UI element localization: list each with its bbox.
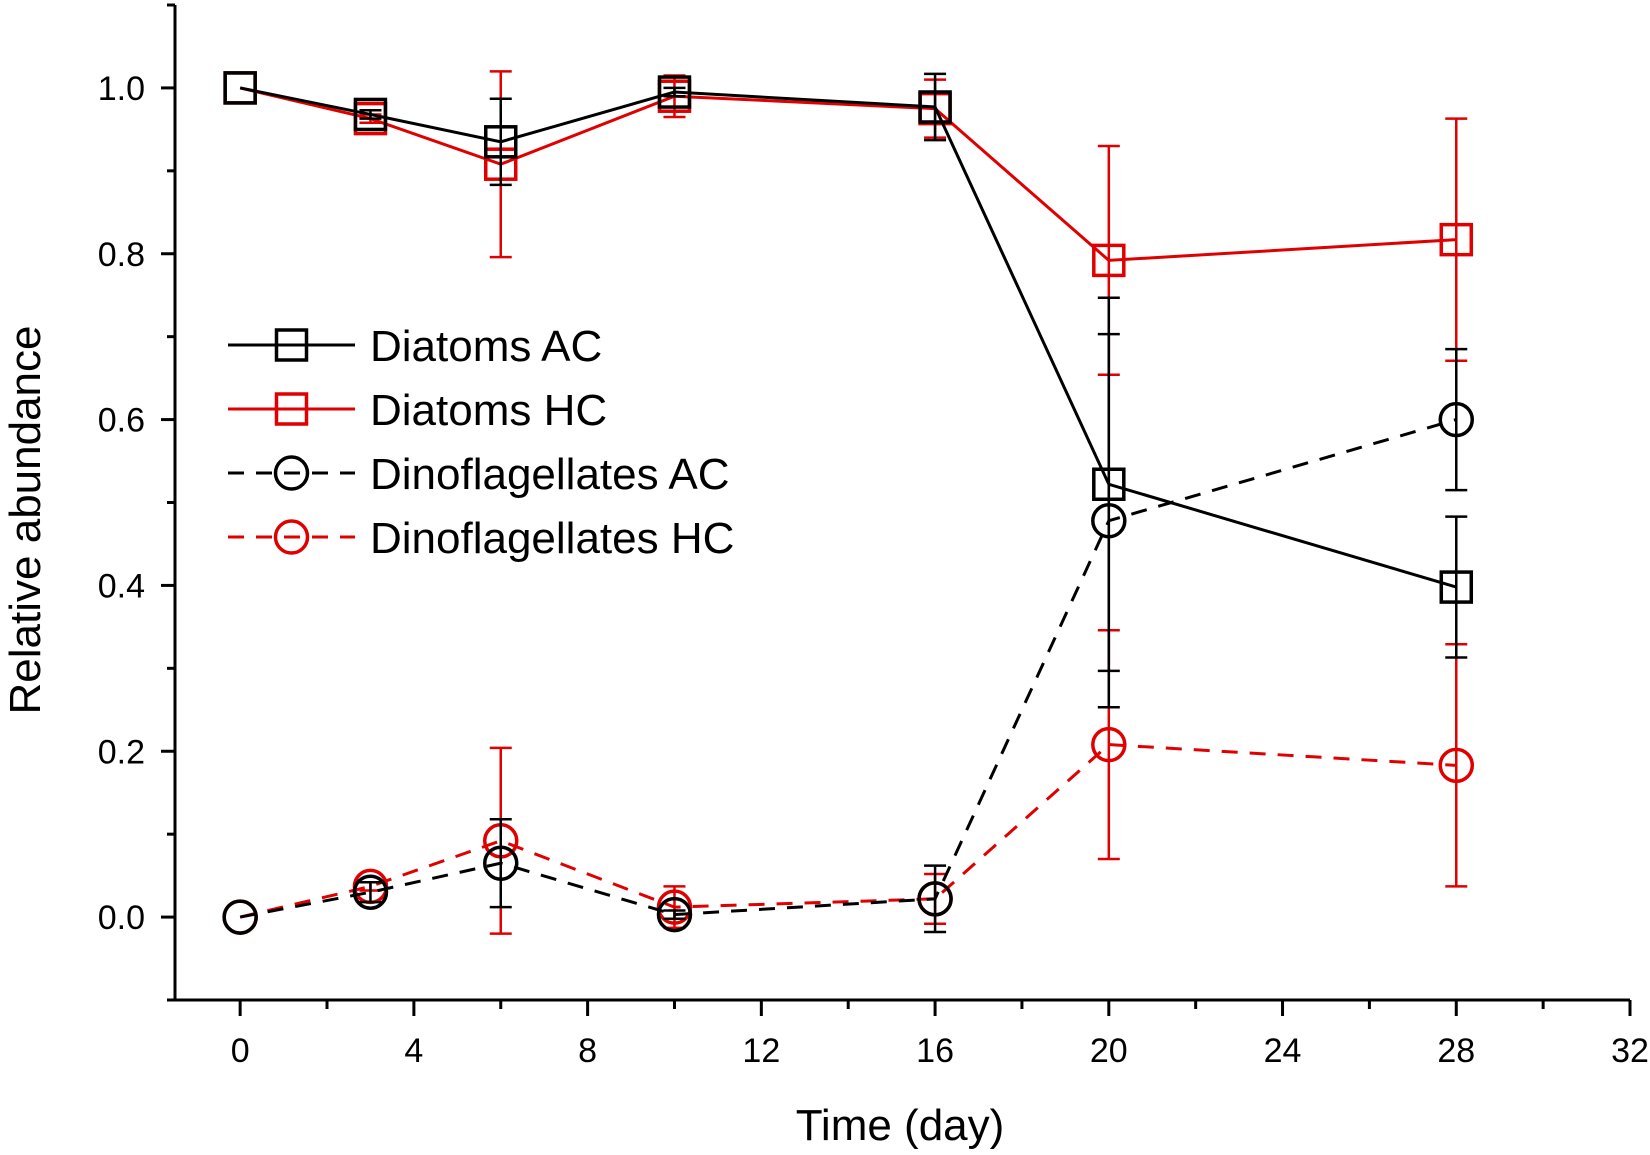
x-tick-label: 0 xyxy=(231,1032,250,1070)
plot-area xyxy=(222,70,1475,935)
data-point xyxy=(482,845,519,881)
data-point xyxy=(1438,747,1475,784)
series-dinoflagellates-ac xyxy=(222,332,1475,935)
data-point xyxy=(1091,502,1127,539)
series-line xyxy=(239,86,1457,262)
legend-label: Diatoms AC xyxy=(370,322,602,371)
data-point xyxy=(1439,570,1474,604)
y-tick-label: 0.2 xyxy=(98,733,145,771)
x-tick-label: 4 xyxy=(404,1032,423,1070)
data-point xyxy=(657,75,692,109)
data-point xyxy=(656,896,693,933)
data-point xyxy=(1439,222,1474,257)
data-point xyxy=(918,90,952,124)
legend-item: Dinoflagellates AC xyxy=(228,450,730,499)
x-tick-label: 8 xyxy=(578,1032,597,1070)
axes: 0 4 8 12 16 20 24 28 32 0.0 0.2 0.4 0.6 0.8 1.0 xyxy=(98,3,1649,1070)
x-tick-label: 20 xyxy=(1090,1032,1128,1070)
y-tick-label: 0.4 xyxy=(98,567,145,605)
legend-label: Dinoflagellates AC xyxy=(370,450,730,499)
y-tick-label: 0.6 xyxy=(98,402,145,440)
legend-marker xyxy=(273,519,310,555)
y-axis-title: Relative abundance xyxy=(1,326,50,715)
x-tick-label: 16 xyxy=(916,1032,954,1070)
x-tick-label: 24 xyxy=(1264,1032,1302,1070)
x-tick-label: 28 xyxy=(1437,1032,1475,1070)
legend: Diatoms AC Diatoms HC Dinoflagellates AC Di… xyxy=(228,322,734,563)
legend-label: Dinoflagellates HC xyxy=(370,514,734,563)
legend-item: Diatoms HC xyxy=(228,386,607,435)
series-diatoms-ac xyxy=(223,71,1474,673)
legend-marker xyxy=(274,328,309,362)
x-tick-label: 32 xyxy=(1611,1032,1649,1070)
data-point xyxy=(1092,243,1126,278)
series-dinoflagellates-hc xyxy=(222,628,1475,935)
legend-marker xyxy=(274,392,309,426)
legend-label: Diatoms HC xyxy=(370,386,607,435)
y-tick-label: 0.8 xyxy=(98,236,145,274)
y-tick-label: 1.0 xyxy=(98,70,145,108)
data-point xyxy=(223,71,257,105)
data-point xyxy=(483,125,518,159)
x-tick-label: 12 xyxy=(742,1032,780,1070)
series-line xyxy=(239,743,1457,919)
legend-item: Dinoflagellates HC xyxy=(228,514,734,563)
data-point xyxy=(352,874,389,910)
data-point xyxy=(1091,726,1127,763)
legend-marker xyxy=(273,455,310,491)
legend-item: Diatoms AC xyxy=(228,322,602,371)
data-point xyxy=(222,899,258,935)
y-tick-label: 0.0 xyxy=(98,899,145,937)
x-axis-title: Time (day) xyxy=(796,1101,1005,1150)
data-point xyxy=(917,881,953,917)
data-point xyxy=(353,97,388,132)
data-point xyxy=(1438,401,1475,438)
